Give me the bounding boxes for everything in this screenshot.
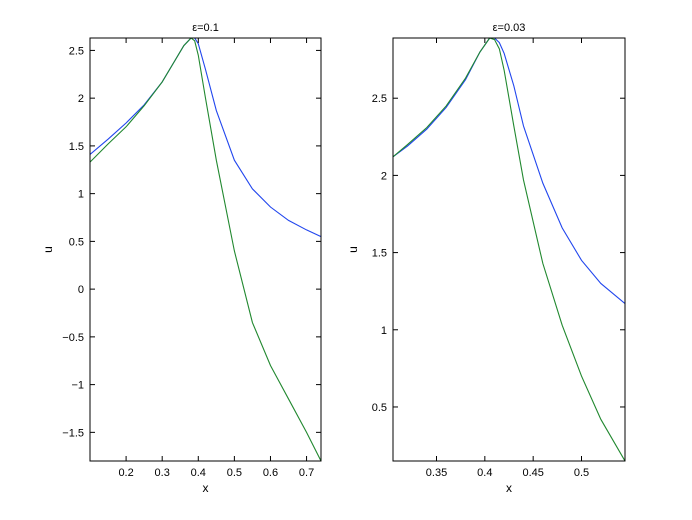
x-tick-label: 0.6 <box>263 467 278 479</box>
y-tick-label: 2.5 <box>372 93 387 105</box>
right-panel: 0.35 0.4 0.45 0.5 0.5 1 1.5 2 2.5 ε=0.03 x u <box>346 22 626 495</box>
series-line-2 <box>90 38 321 461</box>
y-tick-label: 0.5 <box>372 402 387 414</box>
x-tick-label: 0.5 <box>574 467 589 479</box>
x-tick-label: 0.3 <box>155 467 170 479</box>
y-tick-label: 2 <box>381 170 387 182</box>
y-tick-label: 1 <box>381 325 387 337</box>
x-axis-label: x <box>203 481 209 495</box>
series-line-1 <box>393 38 625 304</box>
y-tick-label: 0 <box>78 284 84 296</box>
x-tick-label: 0.5 <box>227 467 242 479</box>
y-tick-label: 2 <box>78 93 84 105</box>
x-tick-label: 0.2 <box>118 467 133 479</box>
x-tick-label: 0.7 <box>299 467 314 479</box>
y-tick-label: 2.5 <box>69 45 84 57</box>
axes-box <box>89 37 322 462</box>
chart-title: ε=0.1 <box>192 22 219 34</box>
x-tick-label: 0.4 <box>191 467 206 479</box>
axes-box <box>392 37 626 462</box>
series-line-1 <box>90 38 321 238</box>
y-axis-label: u <box>41 246 55 253</box>
left-panel: 0.2 0.3 0.4 0.5 0.6 0.7 −1.5 −1 −0.5 0 0.5 1 1.5 2 2.5… <box>41 22 322 495</box>
x-tick-label: 0.4 <box>477 467 492 479</box>
x-axis-label: x <box>506 481 512 495</box>
y-tick-label: −1.5 <box>62 427 84 439</box>
x-tick-label: 0.35 <box>426 467 447 479</box>
y-tick-label: 1.5 <box>372 248 387 260</box>
y-tick-label: 1.5 <box>69 141 84 153</box>
y-tick-label: 1 <box>78 189 84 201</box>
y-axis-label: u <box>346 246 360 253</box>
y-tick-label: 0.5 <box>69 236 84 248</box>
x-tick-label: 0.45 <box>522 467 543 479</box>
y-tick-label: −1 <box>71 380 84 392</box>
chart-title: ε=0.03 <box>493 22 526 34</box>
y-tick-label: −0.5 <box>62 332 84 344</box>
series-line-2 <box>393 38 625 461</box>
